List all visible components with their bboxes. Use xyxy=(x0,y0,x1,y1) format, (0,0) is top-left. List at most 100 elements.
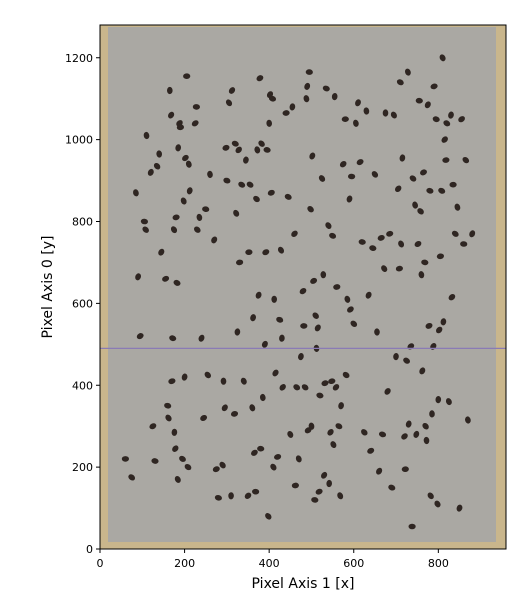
seed-mark xyxy=(401,433,408,440)
y-tick-label: 600 xyxy=(72,297,93,310)
seed-mark xyxy=(409,175,417,182)
seed-mark xyxy=(211,236,218,244)
seed-mark xyxy=(339,161,347,168)
seed-mark xyxy=(393,353,399,361)
seed-mark xyxy=(421,259,429,266)
seed-mark xyxy=(279,384,286,391)
seed-mark xyxy=(378,431,387,438)
seed-mark xyxy=(458,116,465,123)
seed-mark xyxy=(169,335,177,342)
seed-mark xyxy=(235,146,242,154)
seed-mark xyxy=(308,422,315,430)
seed-mark xyxy=(180,197,187,205)
seed-mark xyxy=(330,441,337,449)
seed-mark xyxy=(284,193,292,200)
seed-mark xyxy=(448,111,454,119)
seed-mark xyxy=(183,73,191,80)
seed-mark xyxy=(390,111,397,119)
seed-mark xyxy=(249,404,256,412)
seed-mark xyxy=(449,181,457,188)
seed-mark xyxy=(233,209,240,217)
seed-mark xyxy=(303,95,310,103)
seed-mark xyxy=(432,116,440,123)
y-tick-label: 1200 xyxy=(65,52,93,65)
seed-mark xyxy=(365,291,372,299)
seed-mark xyxy=(401,466,409,473)
seed-mark xyxy=(220,377,227,385)
seed-mark xyxy=(202,206,210,213)
seed-mark xyxy=(234,328,241,336)
seed-mark xyxy=(426,187,434,194)
seed-mark xyxy=(153,162,161,170)
seed-mark xyxy=(329,232,337,239)
seed-mark xyxy=(422,422,429,430)
seed-mark xyxy=(320,271,327,279)
seed-mark xyxy=(436,326,443,334)
seed-mark xyxy=(395,185,402,193)
seed-mark xyxy=(228,87,236,94)
seed-mark xyxy=(282,110,290,116)
seed-mark xyxy=(310,277,318,284)
seed-mark xyxy=(398,240,405,248)
seed-mark xyxy=(179,455,186,462)
seed-mark xyxy=(377,234,385,241)
seed-mark xyxy=(254,146,261,154)
seed-mark xyxy=(420,169,427,176)
seed-mark xyxy=(299,287,307,295)
seed-mark xyxy=(414,240,422,248)
seed-mark xyxy=(327,429,334,436)
seed-mark xyxy=(399,154,406,162)
seed-mark xyxy=(170,226,178,234)
seed-mark xyxy=(419,367,426,375)
seed-mark xyxy=(166,86,173,95)
seed-mark xyxy=(424,101,431,109)
seed-mark xyxy=(321,471,328,479)
seed-mark xyxy=(265,513,272,520)
seed-mark xyxy=(252,488,260,495)
seed-mark xyxy=(436,253,444,260)
seed-mark xyxy=(395,265,403,272)
seed-mark xyxy=(325,222,332,229)
seed-mark xyxy=(442,157,450,163)
seed-mark xyxy=(425,322,433,329)
seed-mark xyxy=(469,230,476,238)
seed-mark xyxy=(191,120,199,127)
y-tick-label: 800 xyxy=(72,216,93,229)
seed-mark xyxy=(312,312,319,319)
seed-mark xyxy=(423,436,430,445)
seed-mark xyxy=(135,273,142,281)
seed-mark xyxy=(266,119,273,127)
seed-mark xyxy=(143,131,150,140)
seed-mark xyxy=(221,404,228,412)
seed-mark xyxy=(408,523,416,530)
seed-mark xyxy=(158,248,165,256)
seed-mark xyxy=(355,99,361,107)
seed-mark xyxy=(342,371,350,379)
seed-mark xyxy=(219,461,226,469)
seed-mark xyxy=(212,466,220,473)
seed-mark xyxy=(222,144,230,151)
seed-mark xyxy=(350,320,358,327)
seed-mark xyxy=(277,246,285,254)
seed-mark xyxy=(255,291,262,299)
seed-mark xyxy=(304,82,311,90)
seed-mark xyxy=(184,464,192,471)
photo-tray xyxy=(108,27,496,542)
seed-mark xyxy=(305,69,313,75)
seed-mark xyxy=(174,475,181,483)
seed-mark xyxy=(267,189,275,196)
seed-mark xyxy=(454,203,461,211)
seed-mark xyxy=(321,380,329,387)
seed-mark xyxy=(418,271,425,279)
seed-mark xyxy=(165,414,172,422)
seed-mark xyxy=(439,54,446,62)
seed-photo xyxy=(100,25,506,549)
seed-mark xyxy=(172,214,180,221)
seed-mark xyxy=(176,124,184,131)
seed-mark xyxy=(384,388,391,395)
seed-mark xyxy=(168,111,175,119)
seed-mark xyxy=(192,104,200,110)
seed-mark xyxy=(448,294,456,301)
seed-mark xyxy=(374,328,380,336)
seed-mark xyxy=(318,175,326,182)
